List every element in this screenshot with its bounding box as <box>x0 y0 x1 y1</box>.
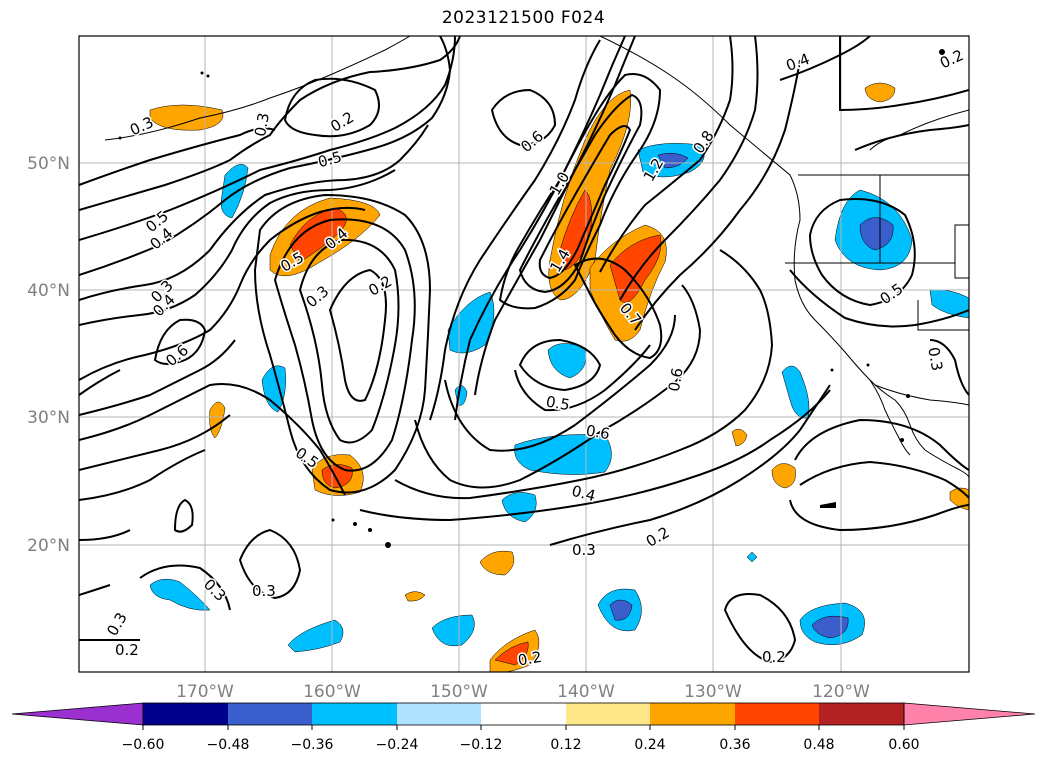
lon-label: 140°W <box>557 682 615 702</box>
colorbar-bin <box>228 703 312 725</box>
colorbar-tick-label: 0.36 <box>719 737 750 753</box>
negative-anomaly-patch <box>220 164 249 219</box>
negative-anomaly-patch <box>657 152 689 169</box>
colorbar-bin <box>819 703 904 725</box>
colorbar-bin <box>481 703 566 725</box>
longitude-labels: 170°W 160°W 150°W 140°W 130°W 120°W <box>176 682 870 702</box>
colorbar-tick-label: 0.12 <box>550 737 581 753</box>
negative-anomaly-patch <box>859 217 894 251</box>
lon-label: 130°W <box>684 682 742 702</box>
map-frame <box>78 35 970 673</box>
lat-label: 50°N <box>27 154 70 174</box>
colorbar-extend-min <box>11 702 144 726</box>
positive-anomaly-patch <box>494 641 529 666</box>
colorbar-bin <box>312 703 397 725</box>
negative-anomaly-patch <box>746 551 758 563</box>
colorbar-bin <box>143 703 228 725</box>
contour-label: 0.6 <box>585 421 612 443</box>
contour-lines <box>79 36 969 664</box>
colorbar-tick-label: −0.24 <box>376 737 419 753</box>
positive-anomaly-patch <box>609 234 662 303</box>
colorbar-tick-label: −0.48 <box>207 737 250 753</box>
map-title: 2023121500 F024 <box>441 8 606 28</box>
colorbar-tick-label: −0.60 <box>122 737 165 753</box>
contour-label: 0.3 <box>252 582 276 600</box>
colorbar-bin <box>735 703 819 725</box>
negative-anomaly-patch <box>431 614 475 647</box>
colorbar-extend-max <box>903 702 1036 726</box>
positive-anomaly-patch <box>209 401 226 439</box>
negative-anomaly-patch <box>811 615 849 639</box>
positive-anomaly-patch <box>864 82 896 103</box>
positive-anomaly-patch <box>404 591 426 602</box>
colorbar-tick-label: 0.48 <box>803 737 834 753</box>
colorbar-bin <box>397 703 481 725</box>
lat-label: 40°N <box>27 281 70 301</box>
lat-label: 30°N <box>27 408 70 428</box>
colorbar-tick-label: 0.24 <box>634 737 665 753</box>
colorbar: −0.60 −0.48 −0.36 −0.24 −0.12 0.12 0.24 … <box>11 702 1036 753</box>
contour-label: 0.2 <box>115 641 139 659</box>
latitude-labels: 50°N 40°N 30°N 20°N <box>27 154 70 556</box>
colorbar-bin <box>650 703 735 725</box>
negative-anomaly-patch <box>149 578 211 611</box>
lon-label: 160°W <box>303 682 361 702</box>
map-area: 0.3 0.3 0.2 0.5 0.5 0.4 0.4 0.3 0.4 0.6 … <box>79 36 969 672</box>
positive-anomaly-patch <box>479 550 515 576</box>
colorbar-tick-label: 0.60 <box>888 737 919 753</box>
colorbar-tick-label: −0.12 <box>460 737 503 753</box>
positive-anomaly-patch <box>731 428 748 447</box>
islands <box>118 49 945 548</box>
lon-label: 150°W <box>430 682 488 702</box>
lon-label: 120°W <box>812 682 870 702</box>
lon-label: 170°W <box>176 682 234 702</box>
positive-anomaly-patch <box>771 463 796 489</box>
contour-label: 0.2 <box>762 648 786 666</box>
colorbar-bin <box>566 703 650 725</box>
negative-anomaly-patch <box>547 343 587 379</box>
colorbar-tick-label: −0.36 <box>291 737 334 753</box>
negative-anomaly-patch <box>287 619 344 653</box>
contour-label: 0.3 <box>572 541 596 559</box>
negative-anomaly-patch <box>609 599 633 621</box>
lat-label: 20°N <box>27 536 70 556</box>
extra-contour-label: 0.2 <box>761 647 788 668</box>
negative-anomaly-patch <box>781 365 810 419</box>
